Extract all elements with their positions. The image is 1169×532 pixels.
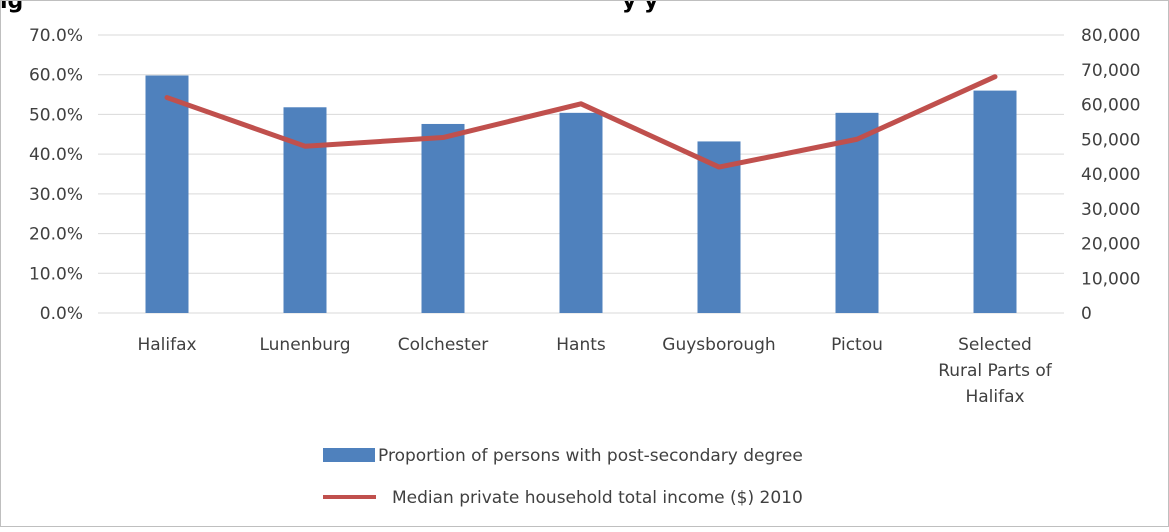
left-tick-label: 60.0%: [29, 66, 83, 86]
category-labels: Halifax Lunenburg Colchester Hants Guysborou…: [137, 335, 1052, 407]
left-tick-label: 40.0%: [29, 145, 83, 165]
legend-bar-swatch: [323, 448, 375, 462]
chart-heading-fragment: ig: [0, 0, 23, 14]
bar: [284, 107, 327, 313]
bar: [974, 91, 1017, 313]
legend-line-label: Median private household total income ($…: [392, 488, 803, 508]
left-tick-label: 30.0%: [29, 185, 83, 205]
category-label: Colchester: [398, 335, 489, 355]
legend-bar-label: Proportion of persons with post-secondar…: [378, 446, 803, 466]
category-label: Hants: [556, 335, 606, 355]
legend: Proportion of persons with post-secondar…: [323, 446, 803, 508]
left-tick-label: 0.0%: [40, 304, 83, 324]
left-axis-ticks: 0.0% 10.0% 20.0% 30.0% 40.0% 50.0% 60.0% 70.0%: [29, 26, 83, 324]
right-tick-label: 30,000: [1081, 200, 1140, 220]
right-tick-label: 80,000: [1081, 26, 1140, 46]
right-tick-label: 50,000: [1081, 130, 1140, 150]
right-tick-label: 10,000: [1081, 269, 1140, 289]
category-label: Lunenburg: [259, 335, 350, 355]
right-axis-ticks: 0 10,000 20,000 30,000 40,000 50,000 60,000 70,…: [1081, 26, 1140, 324]
category-label: Pictou: [831, 335, 883, 355]
left-tick-label: 50.0%: [29, 105, 83, 125]
right-tick-label: 40,000: [1081, 165, 1140, 185]
left-tick-label: 70.0%: [29, 26, 83, 46]
chart-heading-fragment-2: y y: [622, 0, 658, 14]
bar: [560, 113, 603, 313]
right-tick-label: 0: [1081, 304, 1092, 324]
right-tick-label: 60,000: [1081, 96, 1140, 116]
right-tick-label: 70,000: [1081, 61, 1140, 81]
left-tick-label: 10.0%: [29, 264, 83, 284]
category-label: Halifax: [137, 335, 196, 355]
category-label: Guysborough: [662, 335, 775, 355]
right-tick-label: 20,000: [1081, 235, 1140, 255]
bar: [146, 76, 189, 313]
left-tick-label: 20.0%: [29, 225, 83, 245]
bar: [422, 124, 465, 313]
